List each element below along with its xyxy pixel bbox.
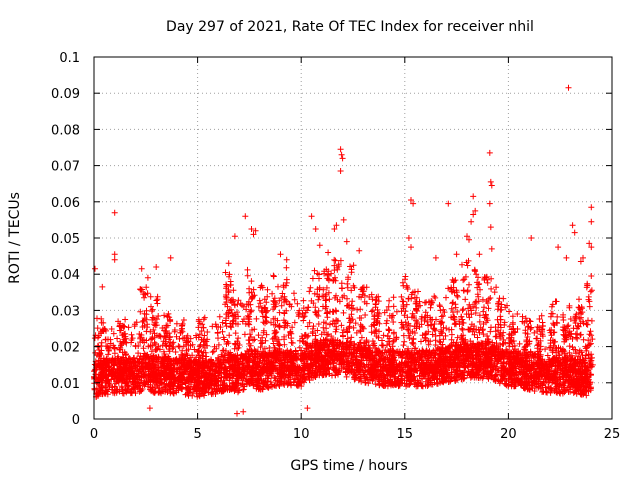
data-point <box>150 326 157 333</box>
data-point <box>544 352 551 359</box>
data-point <box>466 301 473 308</box>
data-point <box>296 344 303 351</box>
data-point <box>202 349 209 356</box>
data-point <box>309 275 316 282</box>
data-point <box>509 313 516 320</box>
data-point <box>343 373 350 380</box>
data-point <box>587 328 594 335</box>
data-point <box>338 285 345 292</box>
data-point <box>177 329 184 336</box>
data-point <box>172 349 179 355</box>
data-point <box>418 338 424 345</box>
data-point <box>256 297 263 304</box>
data-point <box>311 267 318 274</box>
data-point <box>393 308 400 315</box>
data-point <box>443 325 450 332</box>
data-point <box>125 324 132 331</box>
data-point <box>241 331 248 338</box>
data-point <box>269 290 276 297</box>
data-point <box>204 329 211 335</box>
data-point <box>531 329 538 336</box>
data-point <box>114 335 121 342</box>
data-point <box>485 305 492 312</box>
data-point <box>306 377 313 384</box>
data-point <box>331 256 338 263</box>
data-point <box>491 289 498 296</box>
data-point <box>115 318 122 325</box>
data-point <box>144 290 151 297</box>
data-point <box>418 321 425 328</box>
data-point <box>255 332 262 339</box>
data-point <box>398 293 405 300</box>
data-point <box>506 308 513 315</box>
data-point <box>291 319 298 326</box>
data-point <box>307 284 314 291</box>
data-point <box>128 331 135 338</box>
data-point <box>466 314 473 321</box>
data-point <box>255 303 262 310</box>
data-point <box>460 277 467 284</box>
data-point <box>219 319 226 326</box>
scatter-points <box>91 84 596 417</box>
data-point <box>326 296 333 303</box>
data-point <box>310 323 317 330</box>
data-point <box>253 315 260 322</box>
data-point <box>344 295 350 302</box>
data-point <box>221 336 228 343</box>
data-point <box>215 341 222 348</box>
data-point <box>140 345 147 352</box>
data-point <box>201 332 208 339</box>
data-point <box>291 290 297 297</box>
data-point <box>275 283 281 290</box>
data-point <box>340 332 346 339</box>
data-point <box>219 328 226 335</box>
data-point <box>291 296 298 303</box>
data-point <box>449 300 456 307</box>
data-point <box>571 317 578 324</box>
data-point <box>432 294 439 301</box>
data-point <box>176 343 183 350</box>
data-point <box>481 304 487 311</box>
data-point <box>140 317 147 324</box>
data-point <box>459 307 466 314</box>
data-point <box>418 316 425 322</box>
data-point <box>106 347 112 354</box>
data-point <box>289 340 296 346</box>
data-point <box>357 306 364 313</box>
data-point <box>326 321 333 328</box>
data-point <box>226 332 233 339</box>
data-point <box>448 305 455 312</box>
data-point <box>240 386 247 393</box>
data-point <box>362 312 369 318</box>
data-point <box>294 300 301 307</box>
data-point <box>340 309 347 316</box>
data-point <box>479 296 486 303</box>
data-point <box>528 324 535 331</box>
data-point <box>466 281 472 288</box>
data-point <box>306 288 313 295</box>
data-point <box>368 329 375 336</box>
data-point <box>580 336 587 343</box>
data-point <box>462 296 469 303</box>
data-point <box>443 294 449 301</box>
grid-lines <box>94 57 612 419</box>
data-point <box>122 316 129 323</box>
data-point <box>429 331 436 338</box>
data-point <box>209 349 216 356</box>
data-point <box>175 343 182 350</box>
chart-title: Day 297 of 2021, Rate Of TEC Index for r… <box>166 19 534 35</box>
data-point <box>390 294 397 301</box>
data-point <box>214 330 221 337</box>
data-point <box>519 313 526 320</box>
data-point <box>436 338 443 345</box>
data-point <box>383 320 390 327</box>
data-point <box>504 302 510 309</box>
